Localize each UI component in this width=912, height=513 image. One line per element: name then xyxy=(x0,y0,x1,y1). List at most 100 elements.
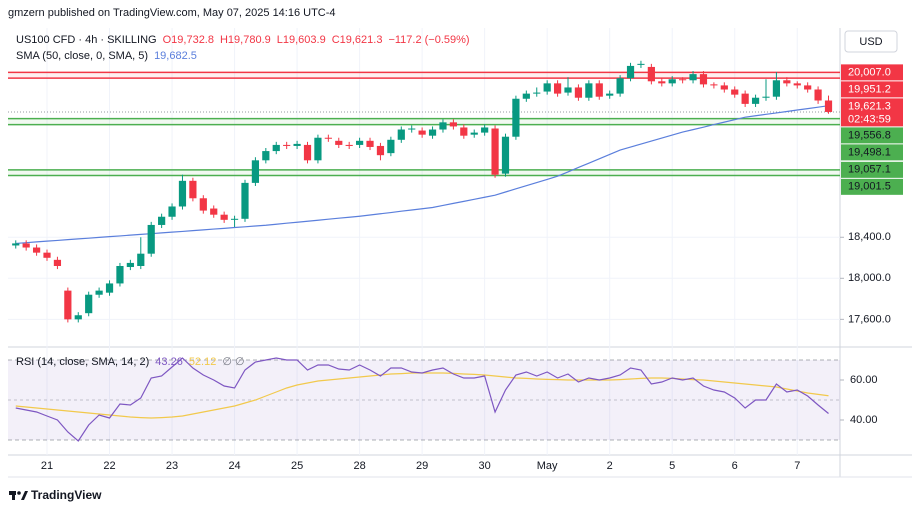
rsi-line xyxy=(15,357,829,442)
candle-body xyxy=(626,65,635,79)
level-label: 19,951.2 xyxy=(848,83,891,95)
x-tick-label: 2 xyxy=(607,460,613,472)
x-tick-label: May xyxy=(537,460,558,472)
candle-body xyxy=(12,243,20,246)
x-tick-label: 21 xyxy=(41,460,53,472)
rsi-value: 43.26 xyxy=(155,356,183,368)
footer-brand: TradingView xyxy=(31,488,102,502)
y-tick-label: 17,600.0 xyxy=(848,313,891,325)
x-tick-label: 7 xyxy=(794,460,800,472)
symbol: US100 CFD · 4h · SKILLING xyxy=(16,34,157,46)
candle-body xyxy=(64,290,72,320)
candle-body xyxy=(637,63,645,65)
candle-body xyxy=(574,87,583,98)
rsi-tick-label: 60.00 xyxy=(850,374,878,386)
candle-body xyxy=(147,224,155,254)
candle-body xyxy=(741,93,749,104)
candle-body xyxy=(804,85,812,90)
candle-body xyxy=(772,80,781,97)
candle-body xyxy=(220,214,228,220)
candle-body xyxy=(356,140,364,145)
x-tick-label: 25 xyxy=(291,460,303,472)
ohlc-value: O19,732.8 xyxy=(163,34,214,46)
candle-body xyxy=(501,136,510,174)
candle-body xyxy=(324,137,332,139)
rsi-tick-label: 40.00 xyxy=(850,414,878,426)
zone xyxy=(8,72,840,79)
candle-body xyxy=(32,247,41,253)
candle-body xyxy=(481,127,489,133)
candle-body xyxy=(105,283,114,293)
candle-body xyxy=(85,294,93,314)
candle-body xyxy=(95,290,103,295)
candle-body xyxy=(824,100,833,112)
last-price-label: 19,621.3 xyxy=(848,100,891,112)
candle-body xyxy=(533,92,541,94)
candle-body xyxy=(43,252,51,258)
x-tick-label: 28 xyxy=(353,460,365,472)
candle-body xyxy=(199,198,207,211)
currency-button-box[interactable] xyxy=(844,30,898,53)
currency-button[interactable]: USD xyxy=(859,36,882,48)
rsi-name: RSI (14, close, SMA, 14, 2) xyxy=(16,356,149,368)
price-label-box xyxy=(841,98,903,127)
price-label-box xyxy=(841,127,903,144)
candle-body xyxy=(783,80,791,84)
y-tick-label: 18,400.0 xyxy=(848,231,891,243)
candle-body xyxy=(126,262,134,268)
y-tick-label: 18,000.0 xyxy=(848,272,891,284)
candle-body xyxy=(158,216,166,225)
candle-body xyxy=(345,144,353,146)
zone xyxy=(8,118,840,125)
candle-body xyxy=(699,74,708,85)
candle-body xyxy=(335,140,343,145)
candle-body xyxy=(251,160,260,183)
change: −117.2 (−0.59%) xyxy=(388,34,469,46)
candle-body xyxy=(460,127,468,136)
x-tick-label: 22 xyxy=(103,460,115,472)
candle-body xyxy=(668,79,676,84)
candle-body xyxy=(679,79,687,81)
candle-body xyxy=(647,66,655,82)
ohlc-value: H19,780.9 xyxy=(220,34,271,46)
sma-value: 19,682.5 xyxy=(154,50,197,62)
candle-body xyxy=(793,83,801,86)
candle-body xyxy=(293,143,301,146)
rsi-na: ∅ ∅ xyxy=(222,356,244,368)
logo-dot xyxy=(17,491,21,495)
ohlc-value: L19,603.9 xyxy=(277,34,326,46)
candle-body xyxy=(210,208,218,215)
candle-body xyxy=(168,206,176,217)
candle-body xyxy=(512,98,520,137)
candle-body xyxy=(543,83,551,92)
price-legend: US100 CFD · 4h · SKILLING O19,732.8 H19,78… xyxy=(16,34,470,46)
candle-body xyxy=(658,81,666,84)
x-tick-label: 24 xyxy=(228,460,240,472)
candle-body xyxy=(74,315,82,320)
level-label: 19,001.5 xyxy=(848,181,891,193)
candle-body xyxy=(189,180,197,199)
level-label: 19,498.1 xyxy=(848,146,891,158)
candle-body xyxy=(491,128,499,175)
candle-body xyxy=(387,139,395,154)
candle-body xyxy=(449,122,457,127)
sma-name: SMA (50, close, 0, SMA, 5) xyxy=(16,50,148,62)
candle-body xyxy=(397,129,405,140)
candle-body xyxy=(116,265,124,284)
candle-body xyxy=(428,129,437,136)
candle-body xyxy=(606,93,614,96)
price-label-box xyxy=(841,178,903,195)
candle-body xyxy=(470,132,478,135)
candle-body xyxy=(178,180,187,207)
candle-body xyxy=(751,97,760,104)
countdown-label: 02:43:59 xyxy=(848,113,891,125)
candle-body xyxy=(720,85,728,90)
level-label: 19,057.1 xyxy=(848,164,891,176)
candle-body xyxy=(553,83,562,94)
candle-body xyxy=(418,130,426,135)
x-tick-label: 29 xyxy=(416,460,428,472)
x-tick-label: 6 xyxy=(732,460,738,472)
level-label: 19,556.8 xyxy=(848,129,891,141)
candle-body xyxy=(272,144,280,152)
